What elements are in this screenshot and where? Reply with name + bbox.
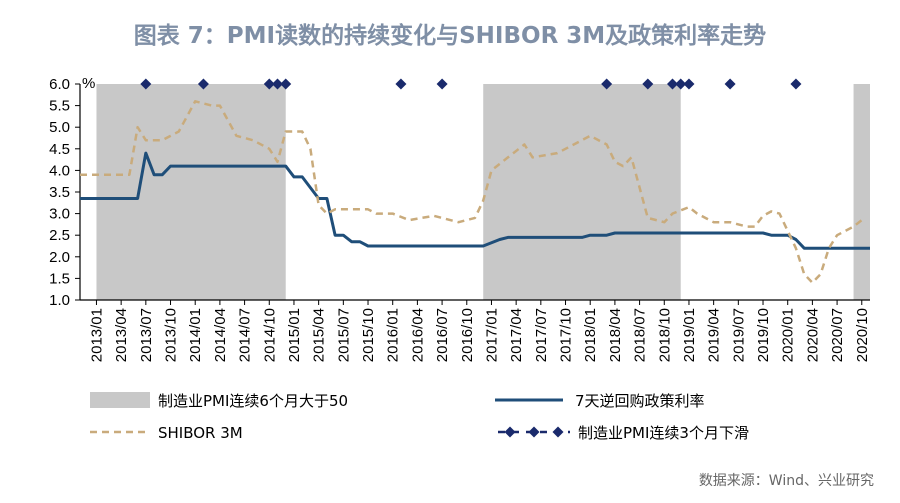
pmi-decline-marker	[683, 78, 695, 90]
legend: 制造业PMI连续6个月大于50 7天逆回购政策利率 SHIBOR 3M 制造业P…	[90, 392, 749, 442]
y-tick-label: 5.5	[49, 98, 70, 115]
shaded-period-1	[96, 84, 286, 300]
series-line-policy	[80, 151, 870, 250]
x-tick-label: 2017/01	[483, 308, 500, 362]
legend-swatch-markers	[498, 426, 570, 438]
x-tick-label: 2020/10	[854, 308, 871, 362]
x-tick-label: 2015/07	[335, 308, 352, 362]
pmi-decline-marker	[601, 78, 613, 90]
x-tick-label: 2014/10	[261, 308, 278, 362]
x-tick-label: 2017/10	[558, 308, 575, 362]
pmi-decline-marker	[280, 78, 292, 90]
y-axis-ticks: 1.0 1.5 2.0 2.5 3.0 3.5 4.0 4.5 5.0 5.5 6.0	[49, 76, 80, 309]
x-tick-label: 2016/07	[434, 308, 451, 362]
pmi-decline-marker	[395, 78, 407, 90]
x-tick-label: 2015/10	[360, 308, 377, 362]
x-tick-label: 2013/07	[138, 308, 155, 362]
pmi-decline-marker	[272, 78, 283, 90]
pmi-decline-marker	[675, 78, 687, 90]
pmi-decline-marker	[140, 78, 152, 90]
y-tick-label: 1.5	[49, 270, 70, 287]
x-tick-label: 2017/07	[533, 308, 550, 362]
shaded-period-3	[853, 84, 870, 300]
y-tick-label: 3.5	[49, 184, 70, 201]
y-tick-label: 2.0	[49, 249, 70, 266]
pmi-decline-marker	[642, 78, 654, 90]
x-tick-label: 2016/01	[385, 308, 402, 362]
pmi-decline-markers	[140, 78, 802, 90]
series-lines	[80, 100, 870, 284]
y-tick-label: 5.0	[49, 119, 70, 136]
x-tick-label: 2014/04	[212, 308, 229, 362]
y-unit-label: %	[82, 75, 95, 92]
pmi-decline-marker	[724, 78, 736, 90]
pmi-decline-marker	[436, 78, 448, 90]
pmi-decline-marker	[667, 78, 678, 90]
pmi-decline-marker	[263, 78, 275, 90]
x-tick-label: 2018/10	[656, 308, 673, 362]
y-tick-label: 4.5	[49, 141, 70, 158]
x-tick-label: 2017/04	[508, 308, 525, 362]
x-tick-label: 2018/04	[607, 308, 624, 362]
legend-swatch-shade	[90, 392, 150, 408]
x-tick-label: 2015/01	[286, 308, 303, 362]
x-tick-label: 2019/04	[706, 308, 723, 362]
x-tick-label: 2016/04	[409, 308, 426, 362]
x-tick-label: 2013/01	[88, 308, 105, 362]
x-tick-label: 2016/10	[459, 308, 476, 362]
x-tick-label: 2019/10	[755, 308, 772, 362]
chart-title: 图表 7：PMI读数的持续变化与SHIBOR 3M及政策利率走势	[133, 23, 767, 49]
x-tick-label: 2018/01	[582, 308, 599, 362]
y-tick-label: 6.0	[49, 76, 70, 93]
source-note: 数据来源：Wind、兴业研究	[698, 473, 874, 489]
series-line-shibor	[80, 100, 863, 284]
legend-label-shibor: SHIBOR 3M	[158, 424, 243, 442]
shaded-periods	[96, 84, 870, 300]
y-tick-label: 2.5	[49, 227, 70, 244]
x-tick-label: 2015/04	[311, 308, 328, 362]
x-tick-label: 2020/04	[804, 308, 821, 362]
legend-label-policy: 7天逆回购政策利率	[575, 392, 705, 410]
legend-label-shade: 制造业PMI连续6个月大于50	[158, 392, 348, 410]
x-tick-label: 2014/01	[187, 308, 204, 362]
x-tick-label: 2018/07	[632, 308, 649, 362]
shaded-period-2	[483, 84, 681, 300]
pmi-decline-marker	[790, 78, 802, 90]
x-tick-label: 2014/07	[237, 308, 254, 362]
y-tick-label: 1.0	[49, 292, 70, 309]
x-tick-label: 2019/01	[681, 308, 698, 362]
x-tick-label: 2019/07	[730, 308, 747, 362]
y-tick-label: 3.0	[49, 206, 70, 223]
legend-label-markers: 制造业PMI连续3个月下滑	[578, 424, 749, 442]
x-tick-label: 2013/10	[163, 308, 180, 362]
x-axis-ticks: 2013/01 2013/04 2013/07 2013/10 2014/01 2014/…	[88, 300, 871, 362]
x-tick-label: 2013/04	[113, 308, 130, 362]
x-tick-label: 2020/01	[780, 308, 797, 362]
pmi-decline-marker	[197, 78, 209, 90]
x-tick-label: 2020/07	[829, 308, 846, 362]
y-tick-label: 4.0	[49, 162, 70, 179]
